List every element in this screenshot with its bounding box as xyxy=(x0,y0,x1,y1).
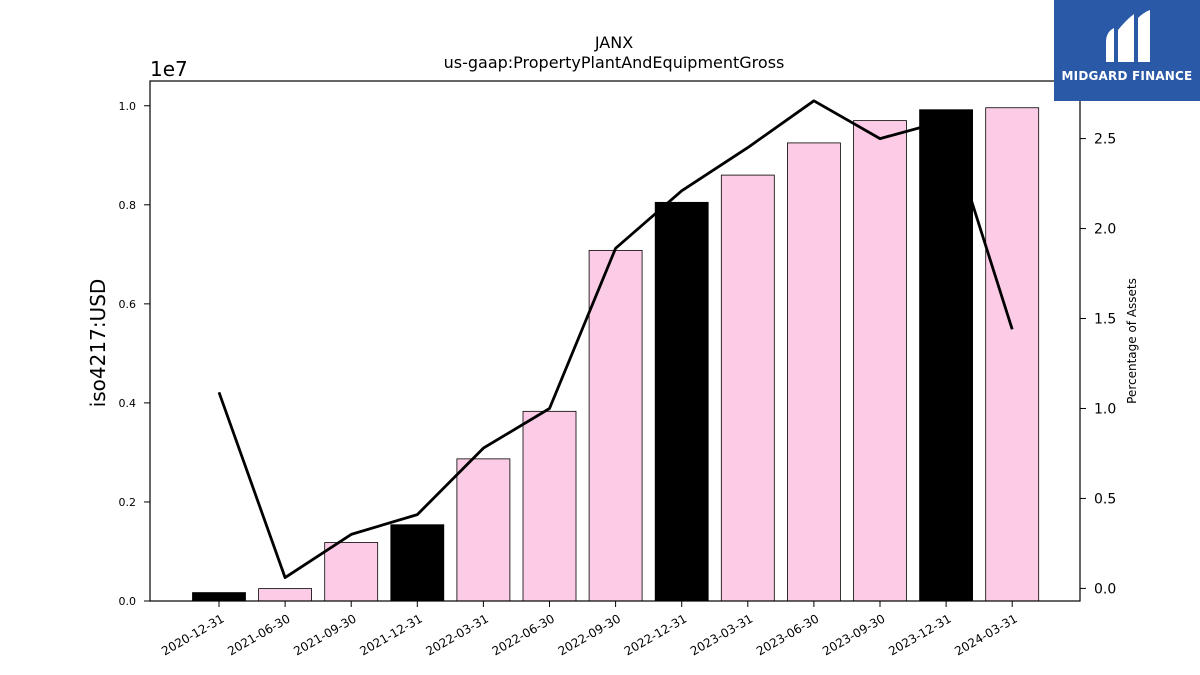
x-tick-label: 2023-12-31 xyxy=(886,611,953,658)
bar-2023-12-31 xyxy=(919,109,973,602)
x-tick-label: 2022-03-31 xyxy=(423,611,490,658)
y2-tick-label: 2.0 xyxy=(1094,222,1116,238)
chart-subtitle: us-gaap:PropertyPlantAndEquipmentGross xyxy=(444,53,785,72)
y-axis-label: iso4217:USD xyxy=(86,279,110,408)
y2-tick-label: 1.0 xyxy=(1094,401,1116,417)
logo-mark-icon xyxy=(1106,10,1150,62)
x-tick-label: 2023-09-30 xyxy=(820,611,887,658)
x-tick-label: 2024-03-31 xyxy=(952,611,1019,658)
midgard-finance-logo: MIDGARD FINANCE xyxy=(1054,0,1200,101)
bar-2022-12-31 xyxy=(654,201,709,602)
bar-2023-06-30 xyxy=(787,142,841,602)
x-tick-label: 2022-12-31 xyxy=(622,611,689,658)
x-tick-label: 2020-12-31 xyxy=(159,611,226,658)
y-tick-label: 1.0 xyxy=(119,100,137,113)
y2-tick-label: 2.5 xyxy=(1094,132,1116,148)
bar-2022-03-31 xyxy=(456,458,511,602)
bar-2023-09-30 xyxy=(853,120,907,602)
y-tick-label: 0.2 xyxy=(119,496,137,509)
y2-tick-label: 0.5 xyxy=(1094,491,1116,507)
bar-2022-09-30 xyxy=(588,249,643,602)
bar-2023-03-31 xyxy=(720,174,775,602)
y-tick-label: 0.0 xyxy=(119,595,137,608)
y2-axis-label: Percentage of Assets xyxy=(1125,278,1139,404)
x-tick-label: 2023-06-30 xyxy=(754,611,821,658)
line-series xyxy=(217,99,1014,579)
bar-2020-12-31 xyxy=(192,592,246,602)
bar-2021-12-31 xyxy=(390,524,445,602)
logo-text: MIDGARD FINANCE xyxy=(1061,69,1193,83)
y-tick-label: 0.4 xyxy=(119,397,137,410)
bar-2024-03-31 xyxy=(985,107,1040,602)
y2-tick-label: 1.5 xyxy=(1094,312,1116,328)
bar-2021-09-30 xyxy=(324,542,379,602)
bar-series xyxy=(192,107,1040,602)
plot-frame xyxy=(149,80,1081,602)
y-offset-label: 1e7 xyxy=(150,57,188,81)
x-tick-label: 2022-06-30 xyxy=(490,611,557,658)
x-tick-label: 2023-03-31 xyxy=(688,611,755,658)
bar-2021-06-30 xyxy=(258,588,313,602)
bar-2022-06-30 xyxy=(522,410,577,602)
x-tick-label: 2022-09-30 xyxy=(556,611,623,658)
y2-tick-label: 0.0 xyxy=(1094,581,1116,597)
chart-title: JANX xyxy=(594,33,633,52)
x-tick-label: 2021-06-30 xyxy=(225,611,292,658)
y-tick-label: 0.8 xyxy=(119,199,137,212)
x-tick-label: 2021-09-30 xyxy=(291,611,358,658)
x-tick-label: 2021-12-31 xyxy=(357,611,424,658)
y-tick-label: 0.6 xyxy=(119,298,137,311)
